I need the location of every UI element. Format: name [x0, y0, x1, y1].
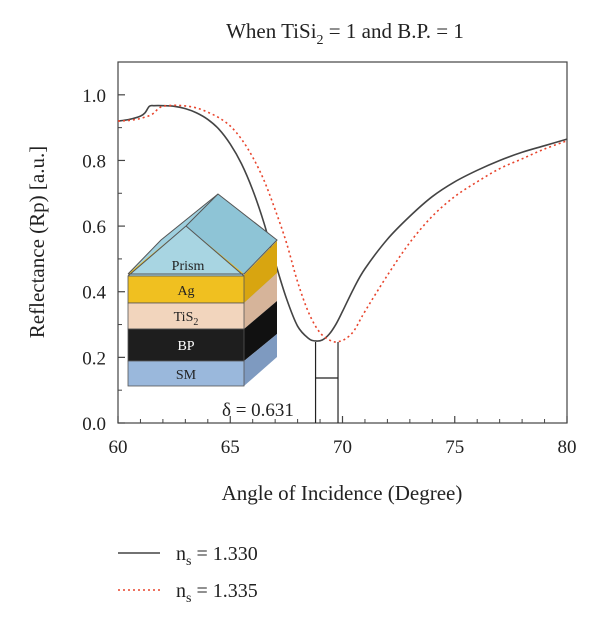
inset-label-prism: Prism — [172, 259, 205, 274]
legend-label-1335: ns = 1.335 — [176, 580, 258, 606]
legend-label-1330: ns = 1.330 — [176, 543, 258, 569]
y-tick-label: 0.4 — [82, 283, 106, 304]
inset-label-sm: SM — [176, 368, 197, 383]
series-group — [117, 104, 568, 343]
legend: ns = 1.330 ns = 1.335 — [118, 543, 258, 606]
y-axis-label: Reflectance (Rp) [a.u.] — [25, 146, 49, 338]
inset-label-ag: Ag — [177, 284, 194, 299]
y-tick-label: 0.0 — [82, 414, 106, 435]
x-axis-label: Angle of Incidence (Degree) — [222, 481, 463, 505]
delta-annotation: δ = 0.631 — [222, 342, 339, 423]
inset-prism-right — [186, 194, 277, 274]
inset-layer-bp — [127, 328, 245, 362]
x-tick-label: 60 — [109, 437, 128, 458]
inset-layer-tis2 — [127, 302, 245, 330]
series-line-1330 — [117, 104, 568, 342]
inset-side-sm — [244, 334, 277, 386]
delta-label: δ = 0.631 — [222, 400, 294, 421]
inset-side-bp — [244, 301, 277, 361]
x-tick-label: 70 — [333, 437, 352, 458]
x-tick-label: 65 — [221, 437, 240, 458]
x-tick-label: 80 — [558, 437, 577, 458]
y-tick-label: 0.8 — [82, 151, 106, 172]
inset-layer-ag — [127, 275, 245, 304]
inset-side-ag — [244, 241, 277, 303]
x-tick-label: 75 — [445, 437, 464, 458]
inset-label-bp: BP — [177, 339, 194, 354]
y-tick-label: 0.6 — [82, 217, 106, 238]
inset-prism-front — [128, 226, 244, 276]
inset-label-tis2: TiS2 — [174, 310, 199, 328]
layer-stack-inset: Prism Ag TiS2 BP SM — [127, 193, 278, 387]
y-tick-label: 0.2 — [82, 348, 106, 369]
inset-prism-left — [128, 194, 218, 274]
inset-side-tis2 — [244, 273, 277, 329]
chart-title: When TiSi2 = 1 and B.P. = 1 — [226, 19, 464, 48]
y-tick-label: 1.0 — [82, 86, 106, 107]
y-axis: 0.0 0.2 0.4 0.6 0.8 1.0 — [82, 61, 125, 435]
x-axis: 60 65 70 75 80 — [109, 416, 577, 458]
inset-layer-sm — [127, 360, 245, 387]
